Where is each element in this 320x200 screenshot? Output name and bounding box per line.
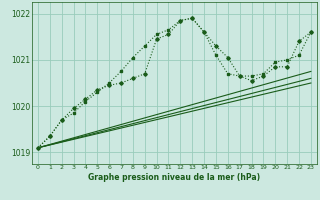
X-axis label: Graphe pression niveau de la mer (hPa): Graphe pression niveau de la mer (hPa) (88, 173, 260, 182)
